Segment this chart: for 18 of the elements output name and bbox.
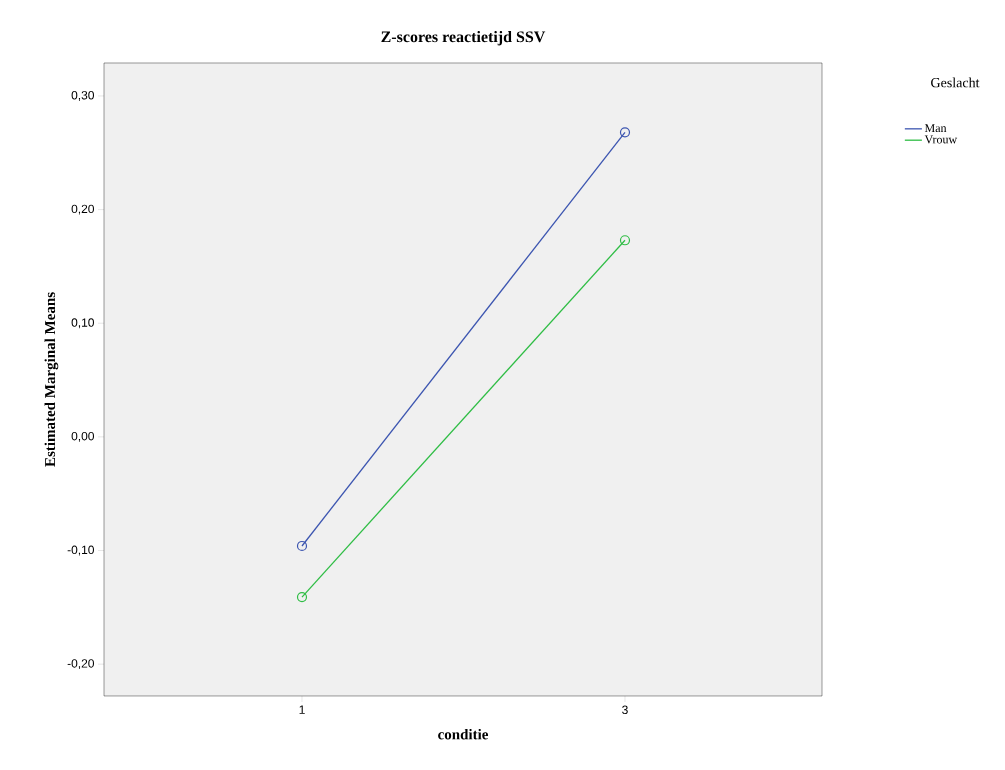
point xyxy=(619,127,631,138)
x-tick-label: 1 xyxy=(299,705,305,714)
x-tick-label: 3 xyxy=(622,705,628,715)
point xyxy=(296,592,308,603)
point xyxy=(619,235,631,246)
y-tick-label: 0,00 xyxy=(71,431,95,442)
y-tick-label: -0,10 xyxy=(67,545,95,556)
y-axis-title: Estimated Marginal Means xyxy=(44,292,59,467)
point xyxy=(296,540,308,552)
legend-title: Geslacht xyxy=(931,77,980,88)
x-axis-title: conditie xyxy=(438,728,489,740)
legend-label: Man xyxy=(924,124,947,133)
y-tick-label: -0,20 xyxy=(67,659,95,670)
y-tick-label: 0,20 xyxy=(71,204,95,215)
y-tick-label: 0,10 xyxy=(71,318,95,329)
legend-label: Vrouw xyxy=(924,135,958,144)
y-tick-label: 0,30 xyxy=(71,90,95,101)
chart-title: Z-scores reactietijd SSV xyxy=(381,30,546,46)
